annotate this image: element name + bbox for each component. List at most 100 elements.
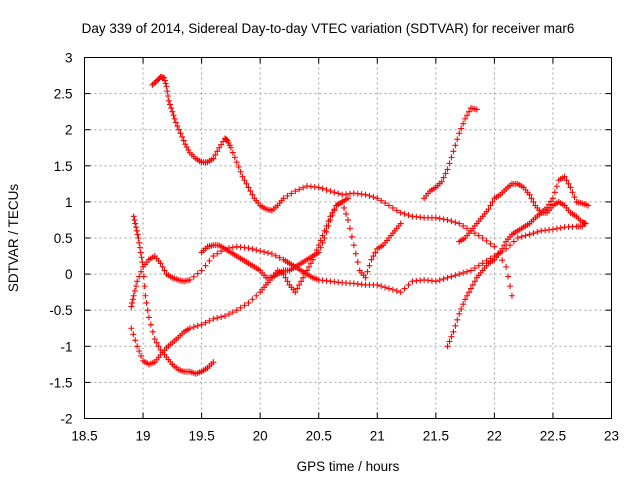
data-point — [319, 239, 326, 246]
data-point — [170, 112, 177, 119]
data-point — [446, 338, 453, 345]
data-point — [444, 343, 451, 350]
data-point — [130, 213, 137, 220]
data-point — [245, 184, 252, 191]
data-point — [503, 263, 510, 270]
data-point — [284, 278, 291, 285]
data-point — [138, 352, 145, 359]
data-point — [241, 302, 248, 309]
data-point — [448, 273, 455, 280]
x-tick-label: 18.5 — [71, 429, 97, 444]
data-point — [272, 252, 279, 259]
data-point — [206, 317, 213, 324]
data-point — [440, 216, 447, 223]
x-tick-label: 22.5 — [540, 429, 566, 444]
data-point — [487, 202, 494, 209]
data-point — [218, 141, 225, 148]
data-point — [385, 285, 392, 292]
data-point — [549, 195, 556, 202]
data-point — [456, 310, 463, 317]
data-point — [212, 151, 219, 158]
data-point — [233, 159, 240, 166]
y-tick-label: 2.5 — [54, 87, 73, 102]
x-tick-label: 20.5 — [306, 429, 332, 444]
data-point — [585, 202, 592, 209]
data-point — [206, 257, 213, 264]
data-point — [436, 215, 443, 222]
data-point — [571, 194, 578, 201]
data-point — [280, 195, 287, 202]
data-point — [442, 170, 449, 177]
data-point — [145, 314, 152, 321]
data-point — [300, 274, 307, 281]
series-arc6 — [421, 105, 480, 202]
x-axis-label: GPS time / hours — [297, 459, 400, 474]
data-point — [144, 307, 151, 314]
data-point — [510, 238, 517, 245]
data-point — [143, 299, 150, 306]
data-point — [190, 324, 197, 331]
data-point — [257, 247, 264, 254]
data-point — [296, 186, 303, 193]
data-point — [346, 225, 353, 232]
data-point — [161, 267, 168, 274]
data-point — [370, 253, 377, 260]
y-tick-label: -0.5 — [49, 303, 72, 318]
data-point — [405, 281, 412, 288]
data-point — [464, 225, 471, 232]
data-point — [452, 219, 459, 226]
data-point — [368, 256, 375, 263]
data-point — [499, 257, 506, 264]
data-point — [460, 269, 467, 276]
data-point — [243, 180, 250, 187]
data-point — [458, 125, 465, 132]
data-point — [317, 244, 324, 251]
data-point — [292, 188, 299, 195]
data-point — [210, 359, 217, 366]
data-point — [397, 209, 404, 216]
data-point — [452, 272, 459, 279]
data-point — [452, 322, 459, 329]
data-point — [350, 242, 357, 249]
data-point — [341, 204, 348, 211]
y-tick-label: 0.5 — [54, 231, 73, 246]
data-point — [134, 343, 141, 350]
data-point — [210, 315, 217, 322]
data-point — [304, 267, 311, 274]
data-point — [448, 333, 455, 340]
data-point — [190, 273, 197, 280]
data-point — [327, 188, 334, 195]
data-point — [168, 105, 175, 112]
data-point — [305, 263, 312, 270]
x-tick-label: 21 — [370, 429, 385, 444]
data-point — [165, 93, 172, 100]
data-point — [534, 228, 541, 235]
data-point — [153, 339, 160, 346]
data-point — [159, 263, 166, 270]
data-point — [229, 309, 236, 316]
data-point — [131, 216, 138, 223]
data-point — [362, 274, 369, 281]
data-point — [202, 319, 209, 326]
data-point — [489, 198, 496, 205]
data-point — [456, 271, 463, 278]
data-point — [128, 325, 135, 332]
data-point — [142, 292, 149, 299]
data-point — [471, 230, 478, 237]
data-point — [180, 137, 187, 144]
data-point — [454, 136, 461, 143]
data-point — [135, 235, 142, 241]
data-point — [227, 144, 234, 151]
data-point — [450, 148, 457, 155]
data-point — [460, 301, 467, 308]
data-point — [475, 232, 482, 239]
data-point — [214, 148, 221, 155]
data-point — [268, 250, 275, 257]
y-tick-label: 2 — [65, 123, 73, 138]
data-point — [448, 218, 455, 225]
data-point — [522, 232, 529, 239]
data-point — [454, 316, 461, 323]
y-tick-label: -1.5 — [49, 375, 72, 390]
data-point — [464, 268, 471, 275]
x-tick-label: 21.5 — [423, 429, 449, 444]
